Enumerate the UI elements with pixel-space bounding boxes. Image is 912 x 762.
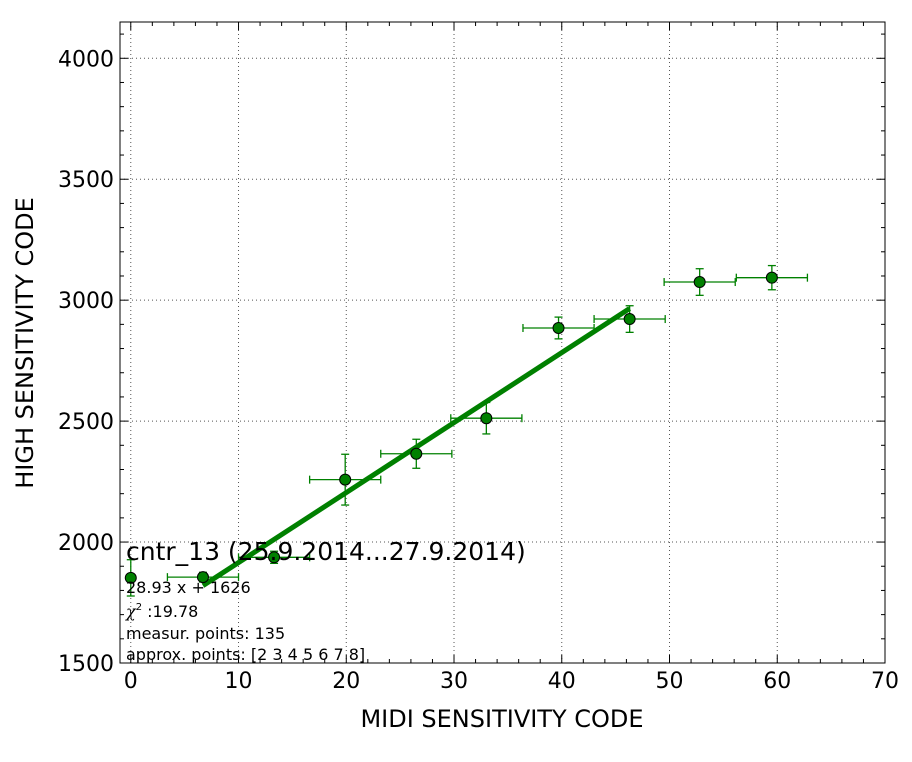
- x-tick-label: 50: [656, 669, 684, 694]
- x-tick-label: 10: [225, 669, 253, 694]
- y-tick-labels: 1500 2000 2500 3000 3500 4000: [58, 47, 114, 677]
- x-tick-label: 60: [763, 669, 791, 694]
- data-point-group: [663, 268, 736, 296]
- data-point: [765, 271, 778, 284]
- data-point: [196, 571, 209, 584]
- data-point-group: [124, 559, 137, 597]
- data-point-group: [522, 316, 595, 340]
- y-tick-label: 4000: [58, 47, 114, 72]
- annotation-fit: 28.93 x + 1626: [126, 578, 251, 597]
- x-tick-label: 20: [332, 669, 360, 694]
- data-point: [339, 473, 352, 486]
- data-point: [623, 313, 636, 326]
- x-tick-label: 0: [124, 669, 138, 694]
- x-axis-label: MIDI SENSITIVITY CODE: [360, 705, 643, 733]
- data-point-group: [308, 453, 382, 506]
- chi-symbol: χ: [125, 602, 137, 621]
- data-points: [124, 264, 809, 597]
- data-point: [480, 412, 493, 425]
- data-point-group: [380, 438, 453, 469]
- data-point: [693, 276, 706, 289]
- x-tick-label: 30: [440, 669, 468, 694]
- x-tick-label: 70: [871, 669, 899, 694]
- y-tick-label: 2000: [58, 531, 114, 556]
- data-point-group: [593, 305, 666, 333]
- data-point: [268, 551, 281, 564]
- chi-value: :19.78: [142, 602, 198, 621]
- data-point: [410, 447, 423, 460]
- y-tick-label: 3000: [58, 289, 114, 314]
- annotation-title: cntr_13 (25.9.2014...27.9.2014): [126, 537, 526, 566]
- data-point: [552, 321, 565, 334]
- data-point-group: [237, 550, 311, 564]
- y-tick-label: 1500: [58, 652, 114, 677]
- x-tick-label: 40: [548, 669, 576, 694]
- data-point-group: [166, 571, 240, 584]
- annotation-box: cntr_13 (25.9.2014...27.9.2014) 28.93 x …: [125, 537, 526, 664]
- y-tick-label: 2500: [58, 410, 114, 435]
- data-point: [124, 571, 137, 584]
- annotation-measur-points: measur. points: 135: [126, 624, 285, 643]
- annotation-approx-points: approx. points: [2 3 4 5 6 7 8]: [126, 645, 365, 664]
- plot-frame: [119, 21, 886, 664]
- y-tick-label: 3500: [58, 168, 114, 193]
- annotation-chi: χ2 :19.78: [125, 602, 198, 621]
- x-tick-labels: 0 10 20 30 40 50 60 70: [124, 669, 899, 694]
- data-point-group: [450, 401, 523, 435]
- chi-superscript: 2: [136, 602, 142, 613]
- tick-marks: [120, 22, 886, 664]
- data-point-group: [735, 264, 809, 291]
- y-axis-label: HIGH SENSITIVITY CODE: [11, 197, 39, 489]
